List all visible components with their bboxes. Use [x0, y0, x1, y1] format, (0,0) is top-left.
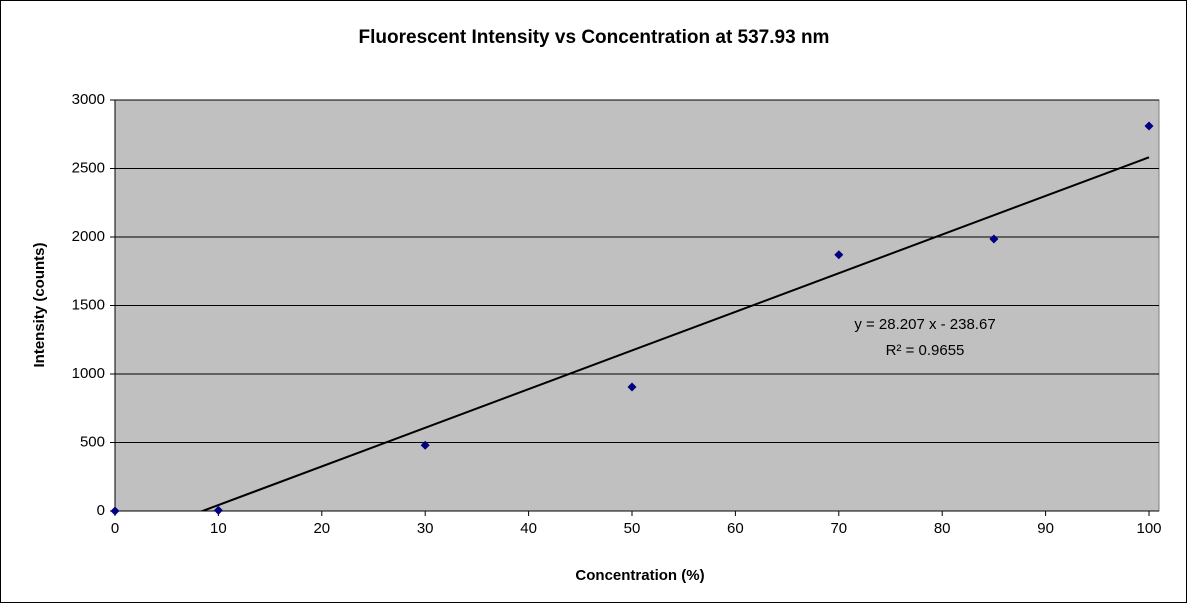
x-tick-label: 10 [210, 520, 227, 537]
x-tick-label: 60 [727, 520, 744, 537]
trendline [199, 156, 1150, 511]
x-tick-label: 0 [111, 520, 119, 537]
y-tick-label: 3000 [72, 91, 105, 108]
x-tick-label: 40 [520, 520, 537, 537]
x-tick-label: 90 [1037, 520, 1054, 537]
data-point [834, 250, 844, 260]
x-tick-label: 30 [417, 520, 434, 537]
data-point [1144, 121, 1154, 131]
y-tick-label: 0 [97, 502, 105, 519]
data-point [989, 234, 999, 244]
data-point [213, 505, 223, 515]
data-point [420, 440, 430, 450]
y-tick-label: 1000 [72, 365, 105, 382]
y-axis-title: Intensity (counts) [31, 242, 48, 367]
y-tick-label: 500 [80, 433, 105, 450]
chart-title: Fluorescent Intensity vs Concentration a… [359, 27, 830, 48]
data-point [110, 506, 120, 516]
x-tick-label: 100 [1136, 520, 1161, 537]
trendline-r-squared: R² = 0.9655 [886, 342, 965, 359]
y-tick-label: 1500 [72, 296, 105, 313]
y-tick-label: 2000 [72, 228, 105, 245]
x-tick-label: 50 [624, 520, 641, 537]
trendline-equation: y = 28.207 x - 238.67 [854, 316, 995, 333]
x-tick-label: 70 [830, 520, 847, 537]
x-axis-title: Concentration (%) [575, 567, 704, 584]
data-point [627, 382, 637, 392]
x-tick-label: 80 [934, 520, 951, 537]
y-tick-label: 2500 [72, 159, 105, 176]
x-tick-label: 20 [313, 520, 330, 537]
